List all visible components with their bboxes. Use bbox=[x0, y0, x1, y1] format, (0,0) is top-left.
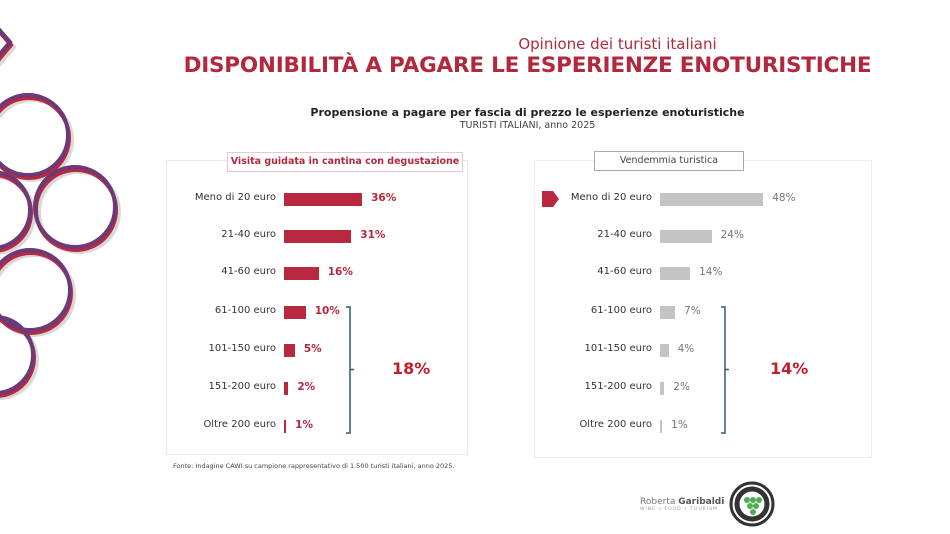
bracket-total-label: 18% bbox=[392, 358, 431, 378]
category-label: 41-60 euro bbox=[221, 266, 276, 277]
page-subtitle: Opinione dei turisti italiani bbox=[518, 35, 717, 53]
category-label: Oltre 200 euro bbox=[579, 419, 652, 430]
page-title: DISPONIBILITÀ A PAGARE LE ESPERIENZE ENO… bbox=[183, 53, 872, 78]
bar bbox=[284, 420, 287, 433]
panel-label-visita-guidata: Visita guidata in cantina con degustazio… bbox=[227, 152, 463, 172]
chart-title: Propensione a pagare per fascia di prezz… bbox=[310, 106, 745, 119]
category-label: Meno di 20 euro bbox=[194, 192, 276, 203]
bar bbox=[660, 382, 665, 395]
category-label: 151-200 euro bbox=[584, 381, 652, 392]
value-label: 1% bbox=[671, 419, 688, 431]
highlight-arrow-icon bbox=[542, 191, 559, 207]
brand-last-name: Garibaldi bbox=[678, 497, 725, 507]
value-label: 14% bbox=[699, 266, 723, 278]
bar bbox=[284, 382, 289, 395]
bar bbox=[660, 306, 676, 319]
value-label: 2% bbox=[673, 381, 690, 393]
value-label: 31% bbox=[360, 229, 386, 241]
value-label: 16% bbox=[327, 266, 353, 278]
category-label: 21-40 euro bbox=[221, 229, 276, 240]
value-label: 7% bbox=[684, 305, 701, 317]
category-label: 41-60 euro bbox=[597, 266, 652, 277]
value-label: 1% bbox=[295, 419, 313, 431]
source-note: Fonte: Indagine CAWI su campione rappres… bbox=[173, 462, 455, 470]
value-label: 24% bbox=[720, 229, 744, 241]
value-label: 48% bbox=[772, 192, 796, 204]
value-label: 36% bbox=[371, 192, 397, 204]
bracket bbox=[721, 306, 729, 434]
brand-tagline: WINE • FOOD • TOURISM bbox=[640, 507, 718, 512]
bar bbox=[284, 267, 319, 280]
bar bbox=[660, 267, 691, 280]
category-label: 21-40 euro bbox=[597, 229, 652, 240]
bar bbox=[284, 306, 306, 319]
category-label: 101-150 euro bbox=[584, 343, 652, 354]
value-label: 10% bbox=[314, 305, 340, 317]
chart-subtitle: TURISTI ITALIANI, anno 2025 bbox=[459, 120, 596, 131]
bar bbox=[660, 420, 663, 433]
bracket bbox=[346, 306, 354, 434]
bar bbox=[660, 193, 764, 206]
bar bbox=[284, 230, 352, 243]
category-label: Oltre 200 euro bbox=[203, 419, 276, 430]
category-label: 151-200 euro bbox=[208, 381, 276, 392]
category-label: 101-150 euro bbox=[208, 343, 276, 354]
grape-decoration-icon bbox=[0, 27, 121, 400]
brand-logo: Roberta Garibaldi WINE • FOOD • TOURISM bbox=[640, 497, 724, 512]
bar bbox=[660, 230, 712, 243]
bar bbox=[284, 344, 295, 357]
panel-label-vendemmia: Vendemmia turistica bbox=[594, 151, 744, 171]
brand-first-name: Roberta bbox=[640, 497, 679, 507]
bar bbox=[284, 193, 363, 206]
value-label: 2% bbox=[297, 381, 316, 393]
grape-badge-icon bbox=[729, 481, 775, 527]
value-label: 5% bbox=[303, 343, 322, 355]
category-label: 61-100 euro bbox=[590, 305, 652, 316]
bar bbox=[660, 344, 669, 357]
category-label: 61-100 euro bbox=[214, 305, 276, 316]
bracket-total-label: 14% bbox=[770, 358, 809, 378]
category-label: Meno di 20 euro bbox=[570, 192, 652, 203]
value-label: 4% bbox=[677, 343, 695, 355]
